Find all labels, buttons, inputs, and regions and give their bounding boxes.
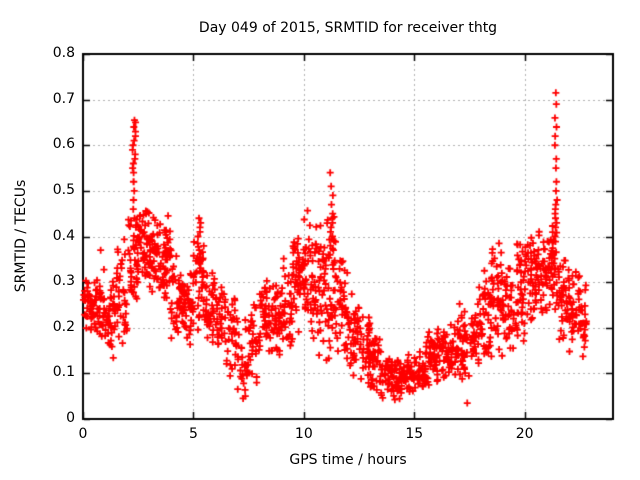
x-tick-label: 5 bbox=[188, 426, 198, 442]
x-axis-label: GPS time / hours bbox=[289, 452, 407, 468]
y-tick-label: 0.2 bbox=[52, 318, 75, 335]
y-tick-label: 0.3 bbox=[52, 273, 75, 290]
x-tick-label: 15 bbox=[405, 426, 424, 442]
x-tick-label: 0 bbox=[78, 426, 88, 442]
y-tick-label: 0.7 bbox=[52, 90, 75, 107]
chart-title: Day 049 of 2015, SRMTID for receiver tht… bbox=[198, 20, 498, 36]
y-tick-label: 0 bbox=[66, 410, 75, 426]
y-tick-label: 0.8 bbox=[52, 45, 75, 61]
y-tick-label: 0.1 bbox=[52, 364, 75, 381]
y-tick-label: 0.4 bbox=[52, 227, 75, 244]
y-tick-label: 0.5 bbox=[52, 181, 75, 198]
x-tick-label: 10 bbox=[294, 426, 313, 442]
y-tick-label: 0.6 bbox=[52, 136, 75, 153]
x-tick-label: 20 bbox=[515, 426, 534, 442]
